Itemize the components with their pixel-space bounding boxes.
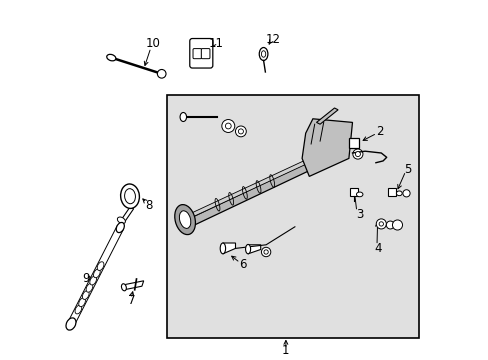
Circle shape [235, 126, 246, 137]
FancyBboxPatch shape [201, 49, 209, 59]
Ellipse shape [121, 184, 139, 208]
Text: 11: 11 [208, 37, 223, 50]
Text: 10: 10 [145, 37, 160, 50]
Circle shape [238, 129, 243, 134]
Ellipse shape [180, 112, 186, 122]
Circle shape [157, 69, 166, 78]
Text: 1: 1 [282, 345, 289, 357]
Text: 4: 4 [373, 242, 381, 255]
Ellipse shape [79, 298, 85, 307]
Bar [349, 188, 357, 196]
Text: 2: 2 [375, 125, 383, 138]
Ellipse shape [117, 217, 125, 224]
Polygon shape [123, 281, 143, 290]
Ellipse shape [245, 244, 250, 254]
Ellipse shape [106, 54, 116, 61]
Text: 9: 9 [82, 273, 90, 285]
Ellipse shape [90, 276, 96, 285]
Ellipse shape [66, 318, 76, 330]
Ellipse shape [75, 305, 81, 314]
Bar [348, 138, 358, 148]
Ellipse shape [116, 222, 124, 233]
Ellipse shape [82, 291, 89, 300]
Text: 8: 8 [145, 199, 152, 212]
Ellipse shape [356, 192, 362, 197]
Polygon shape [247, 245, 260, 254]
Text: 7: 7 [128, 294, 136, 307]
Polygon shape [68, 226, 123, 326]
Bar [167, 95, 418, 338]
Ellipse shape [86, 283, 93, 292]
Ellipse shape [179, 211, 190, 228]
Polygon shape [316, 108, 337, 124]
Circle shape [378, 222, 383, 226]
Circle shape [261, 247, 270, 257]
Text: 3: 3 [355, 208, 363, 221]
Ellipse shape [121, 284, 126, 291]
Ellipse shape [396, 191, 401, 196]
Circle shape [222, 120, 234, 132]
Ellipse shape [97, 262, 103, 270]
FancyBboxPatch shape [189, 39, 212, 68]
Polygon shape [121, 207, 133, 221]
Ellipse shape [259, 48, 267, 60]
Circle shape [386, 221, 393, 229]
Circle shape [375, 219, 386, 229]
Circle shape [352, 149, 362, 159]
Ellipse shape [220, 243, 225, 254]
Text: 5: 5 [404, 163, 411, 176]
Circle shape [392, 220, 402, 230]
Circle shape [225, 123, 231, 129]
Ellipse shape [261, 51, 265, 57]
Polygon shape [302, 119, 352, 176]
Circle shape [264, 250, 268, 254]
Circle shape [402, 190, 409, 197]
Polygon shape [185, 157, 314, 220]
Ellipse shape [174, 204, 195, 235]
FancyBboxPatch shape [193, 49, 201, 59]
Circle shape [355, 152, 360, 157]
Polygon shape [223, 243, 235, 254]
Bar [387, 188, 395, 196]
Text: 6: 6 [239, 258, 246, 271]
Polygon shape [183, 157, 323, 229]
Ellipse shape [124, 189, 135, 204]
Text: 12: 12 [265, 33, 280, 46]
Ellipse shape [93, 269, 100, 278]
